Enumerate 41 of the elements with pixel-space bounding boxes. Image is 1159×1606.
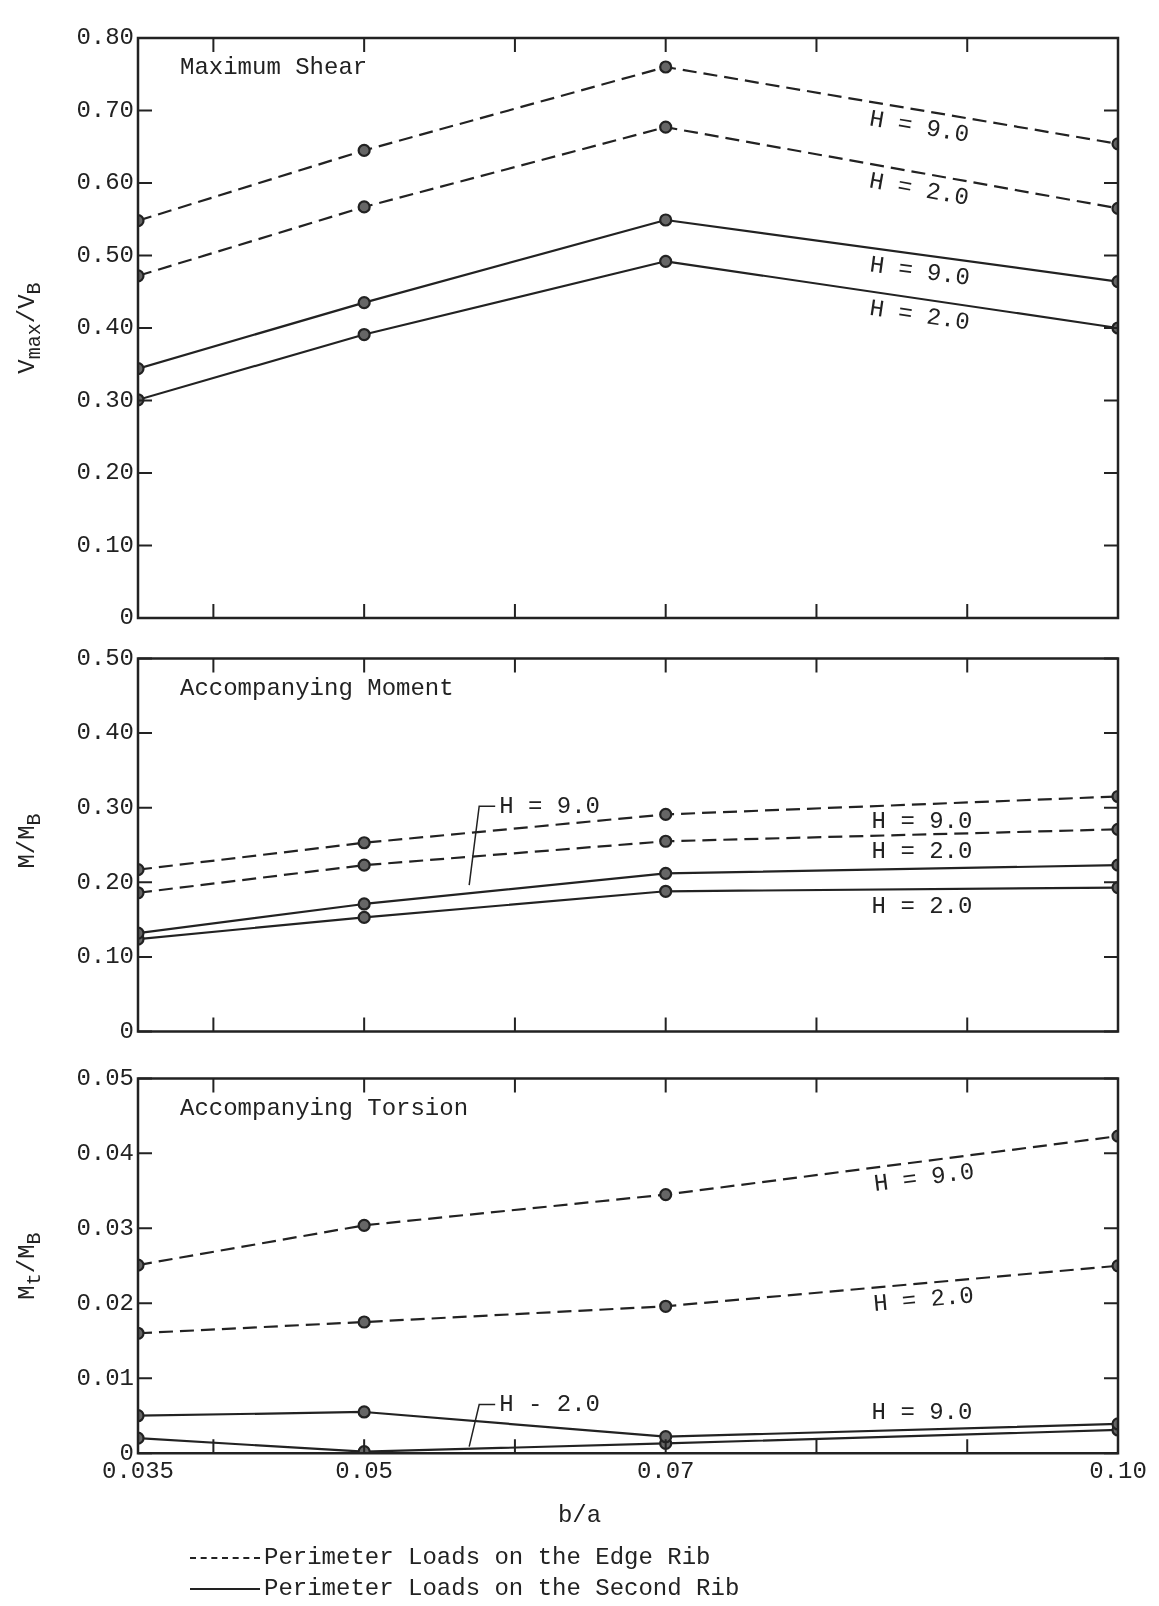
y-tick-label: 0.02 [76,1289,134,1317]
text: H = 9.0 [499,792,601,820]
y-tick-label: 0.01 [76,1364,134,1392]
text: Maximum Shear [180,54,368,82]
y-tick-label: 0.80 [76,24,134,52]
y-tick-label: 0.40 [76,314,134,342]
y-tick-label: 0.20 [76,459,134,487]
x-tick-label: 0.05 [335,1457,393,1485]
y-tick-label: 0.30 [76,794,134,822]
y-tick-label: 0.10 [76,531,134,559]
text: Accompanying Torsion [180,1094,469,1122]
series-label: H - 2.0 [499,1390,601,1418]
y-tick-label: 0.60 [76,169,134,197]
series-label: H = 9.0 [871,807,973,835]
series-label: H = 2.0 [871,837,973,865]
y-tick-label: 0.40 [76,719,134,747]
y-tick-label: 0.04 [76,1139,134,1167]
y-tick-label: 0.10 [76,943,134,971]
y-tick-label: 0 [119,1017,134,1045]
x-tick-label: 0.07 [636,1457,695,1485]
y-tick-label: 0.70 [76,96,134,124]
y-tick-label: 0.30 [76,386,134,414]
y-tick-label: 0.20 [76,868,134,896]
y-tick-label: 0.50 [76,241,134,269]
y-tick-label: 0.50 [76,644,134,672]
y-tick-label: 0.03 [76,1214,134,1242]
series-label: H = 9.0 [871,1398,973,1426]
x-tick-label: 0.10 [1089,1457,1147,1485]
text: H = 9.0 [867,251,972,292]
text: H = 9.0 [872,1158,976,1199]
text: H = 2.0 [867,167,972,212]
x-axis-title: b/a [556,1502,603,1529]
text: H = 2.0 [872,1282,975,1319]
text: H = 9.0 [867,105,972,149]
text: H = 2.0 [867,295,972,337]
text: Perimeter Loads on the Second Rib [264,1575,740,1602]
text: Perimeter Loads on the Edge Rib [264,1544,711,1571]
text: Accompanying Moment [180,674,454,702]
y-tick-label: 0.05 [76,1064,134,1092]
series-label: H = 2.0 [871,892,973,920]
y-tick-label: 0 [119,604,134,632]
